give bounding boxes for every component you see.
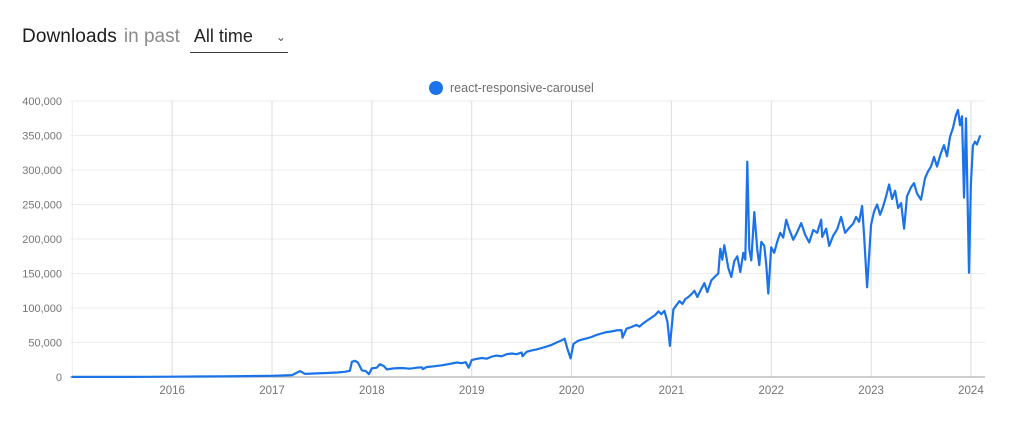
y-axis-tick-label: 0 bbox=[56, 372, 62, 384]
chevron-down-icon[interactable]: ⌄ bbox=[275, 30, 286, 44]
x-axis-tick-label: 2017 bbox=[259, 385, 285, 397]
y-axis-tick-label: 250,000 bbox=[22, 200, 62, 212]
time-range-select[interactable]: All time ⌄ bbox=[189, 26, 288, 53]
legend-series-label: react-responsive-carousel bbox=[450, 81, 594, 95]
x-axis-tick-label: 2022 bbox=[758, 385, 784, 397]
x-gridlines: 2016 2017 2018 2019 2020 2021 2022 2023 2024 bbox=[71, 101, 984, 397]
downloads-header: Downloads in past All time ⌄ bbox=[22, 26, 288, 53]
y-axis-tick-label: 300,000 bbox=[22, 165, 62, 177]
y-axis-tick-label: 150,000 bbox=[22, 269, 62, 281]
x-axis-tick-label: 2016 bbox=[159, 385, 185, 397]
y-axis-tick-label: 400,000 bbox=[22, 96, 62, 108]
header-subtitle: in past bbox=[123, 26, 180, 47]
y-axis-tick-label: 50,000 bbox=[28, 338, 62, 350]
legend-series-dot-icon bbox=[429, 81, 443, 95]
x-axis-tick-label: 2018 bbox=[359, 385, 385, 397]
x-axis-tick-label: 2024 bbox=[958, 385, 984, 397]
x-axis-tick-label: 2019 bbox=[459, 385, 485, 397]
time-range-value: All time bbox=[193, 26, 253, 46]
y-axis-tick-label: 200,000 bbox=[22, 234, 62, 246]
page-title: Downloads bbox=[22, 26, 117, 47]
y-axis-tick-label: 100,000 bbox=[22, 303, 62, 315]
y-axis-tick-label: 350,000 bbox=[22, 131, 62, 143]
x-axis-tick-label: 2023 bbox=[858, 385, 884, 397]
downloads-line-series bbox=[71, 108, 982, 378]
y-gridlines: 0 50,000 100,000 150,000 200,000 250,000 300,0… bbox=[22, 96, 985, 384]
x-axis-tick-label: 2020 bbox=[559, 385, 585, 397]
chart-legend: react-responsive-carousel bbox=[429, 81, 594, 95]
x-axis-tick-label: 2021 bbox=[659, 385, 685, 397]
